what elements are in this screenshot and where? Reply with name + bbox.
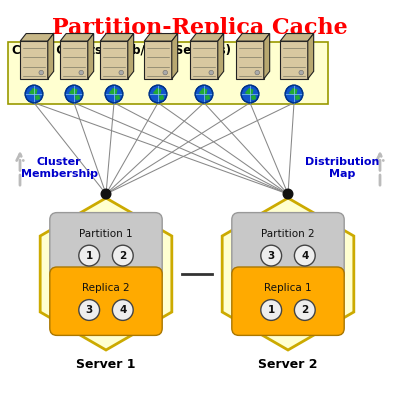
Text: 3: 3	[86, 305, 93, 315]
Text: 2: 2	[301, 305, 308, 315]
Circle shape	[79, 70, 84, 75]
Text: Replica 1: Replica 1	[264, 283, 312, 293]
Circle shape	[79, 245, 100, 266]
Polygon shape	[144, 34, 178, 41]
Text: 1: 1	[86, 250, 93, 260]
Text: Partition 2: Partition 2	[261, 229, 315, 239]
Polygon shape	[222, 198, 354, 350]
Circle shape	[261, 300, 282, 320]
Text: 3: 3	[268, 250, 275, 260]
FancyBboxPatch shape	[190, 41, 218, 79]
Circle shape	[283, 189, 293, 199]
Polygon shape	[190, 34, 224, 41]
Polygon shape	[172, 34, 178, 79]
Polygon shape	[20, 34, 54, 41]
Circle shape	[112, 300, 133, 320]
FancyBboxPatch shape	[232, 213, 344, 281]
Text: Distribution
Map: Distribution Map	[305, 157, 379, 179]
Text: Partition 1: Partition 1	[79, 229, 133, 239]
Polygon shape	[289, 88, 298, 95]
Circle shape	[163, 70, 168, 75]
Circle shape	[285, 85, 303, 103]
Text: Partition-Replica Cache: Partition-Replica Cache	[52, 17, 348, 39]
Text: Cache Clients (Web/App Servers): Cache Clients (Web/App Servers)	[12, 44, 231, 57]
Polygon shape	[159, 95, 164, 100]
Circle shape	[39, 70, 44, 75]
Polygon shape	[69, 88, 78, 95]
Polygon shape	[199, 88, 208, 95]
Text: 1: 1	[268, 305, 275, 315]
Polygon shape	[308, 34, 314, 79]
Circle shape	[25, 85, 43, 103]
FancyBboxPatch shape	[50, 213, 162, 281]
Polygon shape	[264, 34, 270, 79]
Polygon shape	[109, 88, 118, 95]
Circle shape	[241, 85, 259, 103]
Circle shape	[149, 85, 167, 103]
Text: Cluster
Membership: Cluster Membership	[21, 157, 98, 179]
Polygon shape	[251, 95, 256, 100]
Polygon shape	[48, 34, 54, 79]
Circle shape	[261, 245, 282, 266]
Polygon shape	[218, 34, 224, 79]
Circle shape	[195, 85, 213, 103]
Circle shape	[79, 300, 100, 320]
Text: 2: 2	[119, 250, 126, 260]
Text: Replica 2: Replica 2	[82, 283, 130, 293]
Polygon shape	[245, 88, 254, 95]
Circle shape	[112, 245, 133, 266]
Circle shape	[105, 85, 123, 103]
Polygon shape	[153, 88, 162, 95]
Text: 4: 4	[301, 250, 308, 260]
FancyBboxPatch shape	[60, 41, 88, 79]
FancyBboxPatch shape	[20, 41, 48, 79]
FancyBboxPatch shape	[100, 41, 128, 79]
Polygon shape	[128, 34, 134, 79]
Circle shape	[294, 245, 315, 266]
Polygon shape	[88, 34, 94, 79]
Polygon shape	[60, 34, 94, 41]
Polygon shape	[100, 34, 134, 41]
Circle shape	[101, 189, 111, 199]
Circle shape	[299, 70, 304, 75]
Text: Server 1: Server 1	[76, 357, 136, 371]
FancyBboxPatch shape	[8, 42, 328, 104]
FancyBboxPatch shape	[280, 41, 308, 79]
Polygon shape	[295, 95, 300, 100]
Polygon shape	[205, 95, 210, 100]
Circle shape	[65, 85, 83, 103]
Circle shape	[294, 300, 315, 320]
Polygon shape	[75, 95, 80, 100]
FancyBboxPatch shape	[50, 267, 162, 335]
FancyBboxPatch shape	[144, 41, 172, 79]
Text: 4: 4	[119, 305, 126, 315]
Polygon shape	[280, 34, 314, 41]
Polygon shape	[115, 95, 120, 100]
FancyBboxPatch shape	[232, 267, 344, 335]
Polygon shape	[29, 88, 38, 95]
Text: Server 2: Server 2	[258, 357, 318, 371]
Polygon shape	[236, 34, 270, 41]
Polygon shape	[35, 95, 40, 100]
FancyBboxPatch shape	[236, 41, 264, 79]
Circle shape	[255, 70, 260, 75]
Circle shape	[209, 70, 214, 75]
Circle shape	[119, 70, 124, 75]
Polygon shape	[40, 198, 172, 350]
